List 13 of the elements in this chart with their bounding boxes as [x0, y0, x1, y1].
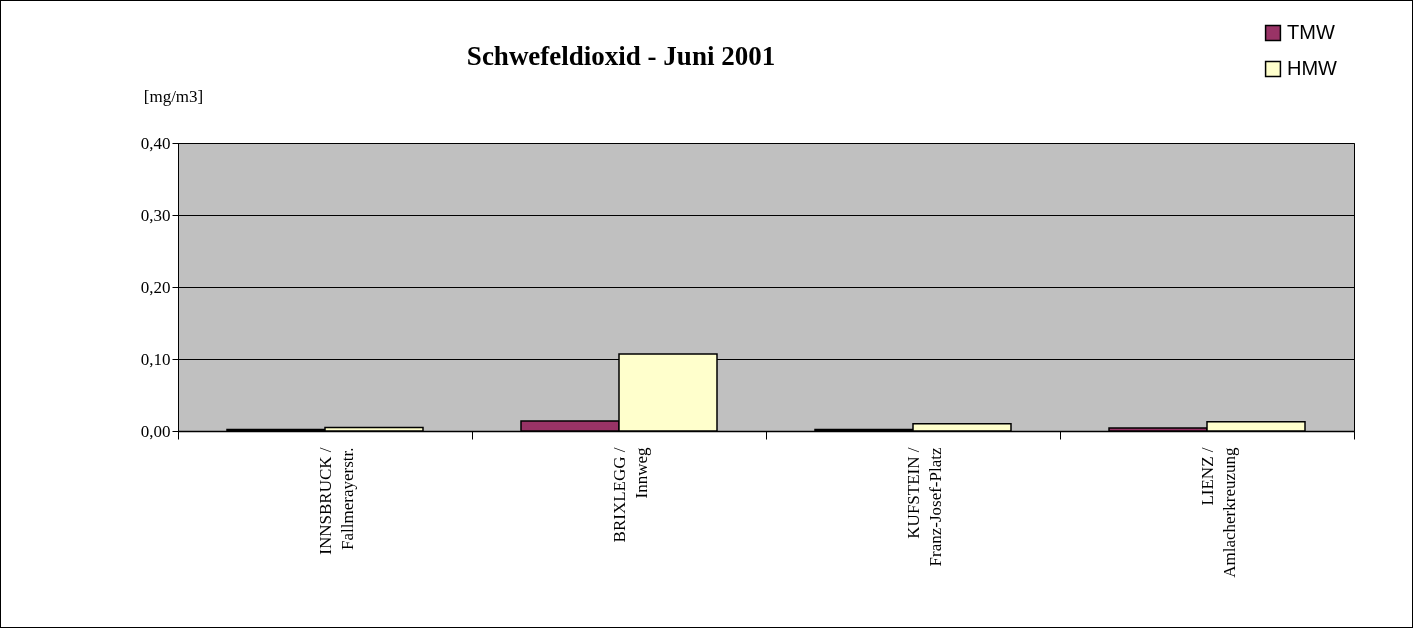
x-tick-label: BRIXLEGG / Innweg: [609, 447, 651, 543]
y-tick-label: 0,40: [140, 133, 171, 153]
chart-title: Schwefeldioxid - Juni 2001: [466, 41, 776, 71]
legend-label: HMW: [1287, 57, 1338, 79]
y-tick-label: 0,10: [140, 349, 171, 369]
y-tick-label: 0,30: [140, 205, 171, 225]
x-tick-label: LIENZ / Amlacherkreuzung: [1197, 447, 1239, 578]
y-tick-label: 0,00: [140, 421, 171, 441]
y-axis-title: [mg/m3]: [143, 86, 204, 106]
legend-label: TMW: [1287, 21, 1335, 43]
y-tick-label: 0,20: [140, 277, 171, 297]
x-tick-label: KUFSTEIN / Franz-Josef-Platz: [903, 447, 945, 567]
x-tick-label: INNSBRUCK / Fallmerayerstr.: [315, 447, 357, 555]
